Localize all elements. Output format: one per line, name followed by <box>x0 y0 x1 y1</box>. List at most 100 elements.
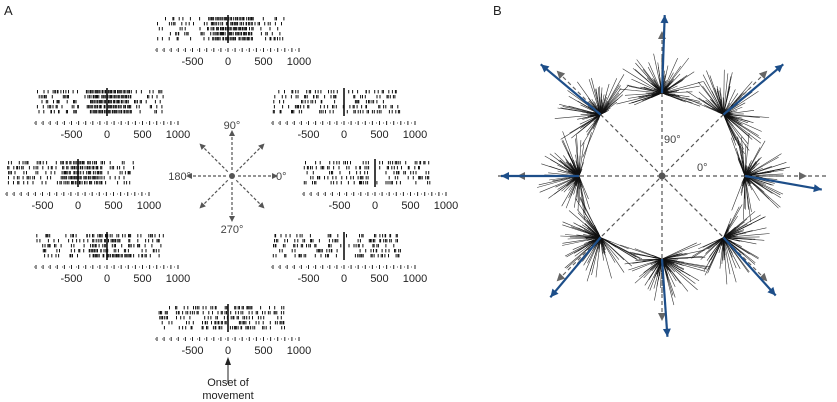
cell-vector <box>647 258 663 290</box>
compass-line <box>203 147 229 173</box>
tick-label: -500 <box>60 273 82 285</box>
cell-vector <box>577 212 601 238</box>
cell-vector <box>741 175 746 184</box>
cell-vector <box>562 131 580 177</box>
cell-vector <box>744 169 784 177</box>
cell-vector <box>702 237 724 248</box>
cell-vector <box>744 140 766 177</box>
cell-vector <box>744 175 749 210</box>
cell-vector <box>643 258 663 273</box>
cell-vector <box>600 237 606 256</box>
cell-vector <box>600 99 603 115</box>
tick-label: 500 <box>370 129 388 141</box>
compass-arrowhead <box>258 143 265 150</box>
tick-label: 0 <box>341 273 347 285</box>
cell-vector <box>596 232 601 238</box>
cell-vector <box>574 175 580 186</box>
cell-vector <box>600 84 620 115</box>
onset-label-line1: Onset of <box>207 377 250 389</box>
cell-vector <box>661 258 710 268</box>
cell-vector <box>652 257 663 260</box>
cell-vector <box>731 175 746 211</box>
cell-vector <box>635 258 663 261</box>
cell-vector <box>600 237 617 248</box>
compass-label-180: 180° <box>168 171 191 183</box>
population-vector <box>722 63 784 116</box>
raster-225: -500 0 500 1000 <box>34 232 190 285</box>
panel-b-label-90: 90° <box>664 134 681 146</box>
cell-vector <box>723 114 744 150</box>
cell-vector <box>549 165 580 177</box>
cell-vector <box>661 249 706 260</box>
cell-vector <box>723 237 756 240</box>
cell-vector <box>600 107 611 115</box>
tick-label: -500 <box>181 56 203 68</box>
cell-vector <box>591 237 601 276</box>
tick-label: 500 <box>254 56 272 68</box>
tick-label: 1000 <box>434 200 458 212</box>
cell-vector <box>744 160 752 177</box>
cell-vector <box>555 175 580 188</box>
cell-vector <box>548 175 580 199</box>
cell-cluster-45 <box>685 69 770 155</box>
population-vector-head <box>813 184 822 193</box>
cell-vector <box>716 103 724 115</box>
cell-vector <box>584 237 601 244</box>
cell-vector <box>578 132 592 177</box>
cell-vector <box>702 85 724 115</box>
cell-vector <box>642 69 663 94</box>
tick-label: -500 <box>297 129 319 141</box>
movement-direction-arrow-head <box>658 313 666 321</box>
cell-vector <box>628 86 663 94</box>
cell-vector <box>593 114 601 123</box>
cell-vector <box>591 77 601 115</box>
raster-180: -500 0 500 1000 <box>5 159 161 212</box>
cell-vector <box>723 211 756 238</box>
cell-vector <box>564 234 601 238</box>
panel-a: -500 0 500 1000-500 0 500 1000-500 0 500 1000-500… <box>5 15 458 357</box>
cell-vector <box>661 85 700 94</box>
cell-vector <box>661 258 691 276</box>
compass-arrowhead <box>229 130 235 136</box>
cell-vector <box>631 78 663 94</box>
cell-vector <box>600 237 616 263</box>
cell-vector <box>600 98 618 115</box>
tick-label: 1000 <box>403 129 427 141</box>
compass-line <box>203 179 229 205</box>
cell-vector <box>661 92 700 102</box>
cell-vector <box>661 91 693 94</box>
cell-vector <box>564 237 601 257</box>
cell-vector <box>723 73 729 115</box>
tick-label: 1000 <box>166 273 190 285</box>
cell-vector <box>723 86 731 115</box>
compass-line <box>235 179 261 205</box>
compass-label-0: 0° <box>276 171 287 183</box>
tick-label: 1000 <box>287 345 311 357</box>
cell-vector <box>723 230 753 238</box>
cell-vector <box>723 114 743 119</box>
cell-cluster-90 <box>616 53 703 107</box>
raster-270: -500 0 500 1000 <box>155 304 311 357</box>
cell-vector <box>744 175 765 193</box>
cell-vector <box>723 114 754 123</box>
cell-vector <box>600 237 603 254</box>
cell-vector <box>575 198 601 238</box>
cell-vector <box>635 62 663 94</box>
cell-vector <box>661 74 688 94</box>
cell-vector <box>723 114 760 118</box>
tick-label: 0 <box>341 129 347 141</box>
compass-label-270: 270° <box>221 224 244 236</box>
cell-vector <box>723 69 725 115</box>
cell-vector <box>537 175 580 188</box>
tick-label: 500 <box>104 200 122 212</box>
cell-vector <box>743 175 746 209</box>
cell-vector <box>661 242 697 260</box>
compass-arrowhead <box>186 173 192 179</box>
cell-vector <box>620 244 663 260</box>
raster-315: -500 0 500 1000 <box>271 232 427 285</box>
cell-vector <box>640 86 663 94</box>
cell-vector <box>661 57 678 94</box>
cell-vector <box>600 237 620 260</box>
cell-vector <box>661 81 703 94</box>
cell-vector <box>737 152 746 177</box>
